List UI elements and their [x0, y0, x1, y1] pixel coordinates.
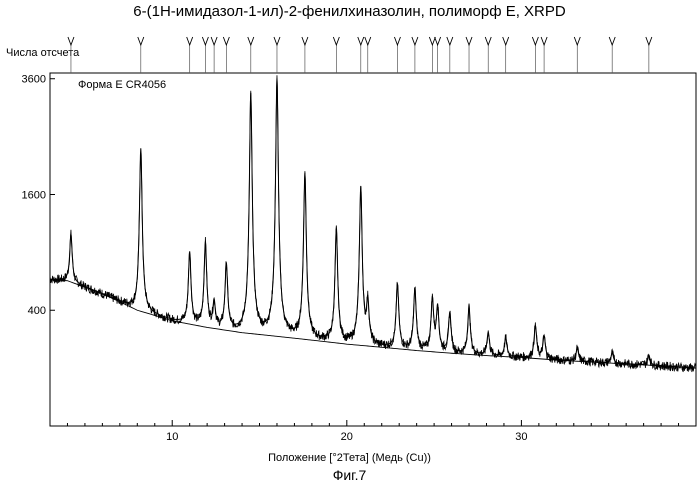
peak-marker-8 [302, 37, 308, 45]
peak-marker-13 [412, 37, 418, 45]
x-tick-label-20: 20 [341, 431, 353, 443]
peak-marker-22 [574, 37, 580, 45]
peak-marker-23 [609, 37, 615, 45]
peak-marker-5 [223, 37, 229, 45]
y-tick-label-400: 400 [28, 305, 46, 317]
x-tick-label-30: 30 [515, 431, 527, 443]
peak-marker-12 [394, 37, 400, 45]
x-axis-ticks: 10 20 30 [50, 420, 696, 443]
peak-marker-1 [138, 37, 144, 45]
peak-marker-0 [68, 37, 74, 45]
peak-marker-4 [211, 37, 217, 45]
peak-marker-24 [646, 37, 652, 45]
peak-marker-14 [429, 37, 435, 45]
legend-label: Форма Е CR4056 [78, 79, 166, 91]
peak-marker-6 [248, 37, 254, 45]
peak-marker-19 [503, 37, 509, 45]
peak-marker-15 [435, 37, 441, 45]
peak-marker-16 [447, 37, 453, 45]
peak-marker-21 [541, 37, 547, 45]
background-line [50, 280, 696, 369]
plot-frame [50, 73, 696, 426]
peak-marker-11 [365, 37, 371, 45]
y-tick-label-3600: 3600 [22, 74, 46, 86]
peak-marker-17 [466, 37, 472, 45]
peak-marker-9 [333, 37, 339, 45]
peak-marker-20 [532, 37, 538, 45]
peak-marker-3 [202, 37, 208, 45]
peak-marker-2 [187, 37, 193, 45]
fit-line [50, 78, 696, 368]
x-tick-label-10: 10 [166, 431, 178, 443]
peak-marker-7 [274, 37, 280, 45]
peak-marker-18 [485, 37, 491, 45]
peak-markers [68, 37, 652, 73]
y-tick-label-1600: 1600 [22, 189, 46, 201]
peak-marker-10 [358, 37, 364, 45]
observed-line [50, 75, 696, 372]
